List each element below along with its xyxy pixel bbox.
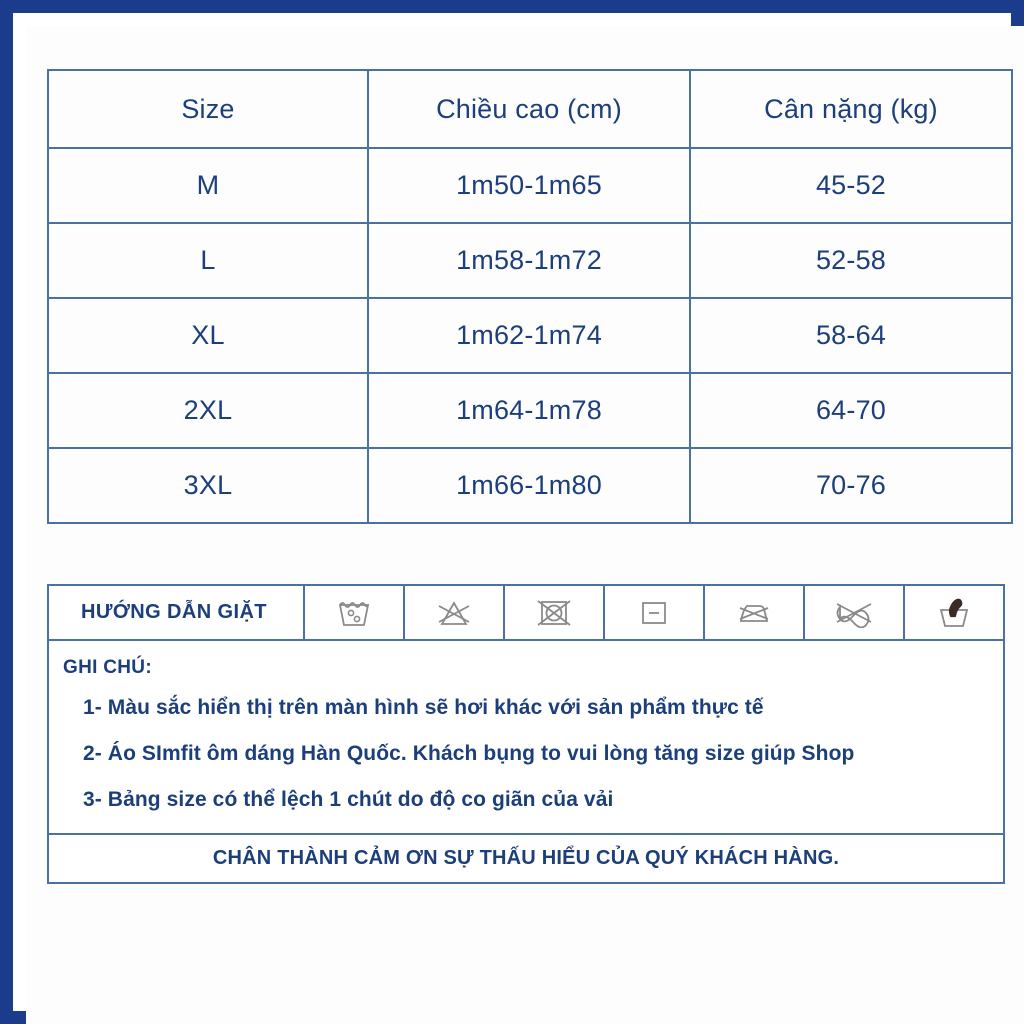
cell-weight: 70-76	[689, 447, 1013, 524]
note-item-3: 3- Bảng size có thể lệch 1 chút do độ co…	[83, 788, 614, 811]
note-item-2: 2- Áo SImfit ôm dáng Hàn Quốc. Khách bụn…	[83, 742, 855, 765]
size-chart-table: Size Chiều cao (cm) Cân nặng (kg) M 1m50…	[47, 69, 1013, 524]
cell-size: 2XL	[47, 372, 369, 449]
cell-height: 1m58-1m72	[367, 222, 691, 299]
table-header-row: Size Chiều cao (cm) Cân nặng (kg)	[47, 69, 1013, 149]
cell-weight: 45-52	[689, 147, 1013, 224]
column-header-weight: Cân nặng (kg)	[689, 69, 1013, 149]
notes-title: GHI CHÚ:	[63, 657, 152, 678]
note-item-1: 1- Màu sắc hiển thị trên màn hình sẽ hơi…	[83, 696, 764, 719]
cell-height: 1m64-1m78	[367, 372, 691, 449]
cell-size: XL	[47, 297, 369, 374]
table-row: M 1m50-1m65 45-52	[47, 147, 1013, 224]
cell-weight: 64-70	[689, 372, 1013, 449]
cell-height: 1m50-1m65	[367, 147, 691, 224]
machine-wash-icon	[303, 586, 403, 639]
cell-height: 1m62-1m74	[367, 297, 691, 374]
dry-flat-icon	[603, 586, 703, 639]
table-row: 2XL 1m64-1m78 64-70	[47, 372, 1013, 449]
cell-size: M	[47, 147, 369, 224]
cell-weight: 58-64	[689, 297, 1013, 374]
do-not-tumble-dry-icon	[503, 586, 603, 639]
do-not-iron-icon	[703, 586, 803, 639]
do-not-wring-icon	[803, 586, 903, 639]
column-header-size: Size	[47, 69, 369, 149]
cell-weight: 52-58	[689, 222, 1013, 299]
column-header-height: Chiều cao (cm)	[367, 69, 691, 149]
content-area: Size Chiều cao (cm) Cân nặng (kg) M 1m50…	[26, 26, 1024, 1024]
notes-section: GHI CHÚ: 1- Màu sắc hiển thị trên màn hì…	[49, 641, 1003, 833]
thank-you-footer: CHÂN THÀNH CẢM ƠN SỰ THẤU HIỂU CỦA QUÝ K…	[49, 833, 1003, 882]
cell-height: 1m66-1m80	[367, 447, 691, 524]
table-row: L 1m58-1m72 52-58	[47, 222, 1013, 299]
table-row: 3XL 1m66-1m80 70-76	[47, 447, 1013, 524]
care-instructions-label: HƯỚNG DẪN GIẶT	[81, 601, 267, 623]
table-row: XL 1m62-1m74 58-64	[47, 297, 1013, 374]
do-not-bleach-icon	[403, 586, 503, 639]
care-instructions-row: HƯỚNG DẪN GIẶT	[49, 586, 1003, 641]
cell-size: 3XL	[47, 447, 369, 524]
care-and-notes-panel: HƯỚNG DẪN GIẶT	[47, 584, 1005, 884]
cell-size: L	[47, 222, 369, 299]
hand-wash-icon	[903, 586, 1003, 639]
